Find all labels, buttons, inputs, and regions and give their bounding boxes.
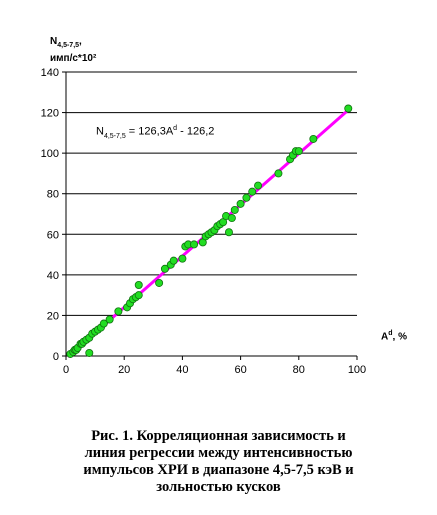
- data-point-54: [344, 104, 353, 113]
- y-tick-labels: 0 20 40 60 80 100 120 140: [41, 67, 59, 363]
- data-point-31: [190, 240, 199, 249]
- y-tick-label-0: 0: [53, 351, 59, 363]
- data-point-47: [254, 181, 263, 190]
- y-axis-label-unit: имп/с*10²: [50, 53, 97, 64]
- caption-line-2: линия регрессии между интенсивностью: [84, 445, 353, 461]
- x-axis-label: Ad, %: [381, 330, 407, 342]
- data-point-23: [134, 280, 143, 289]
- grid-lines: [66, 71, 357, 316]
- caption-line-4: зольностью кусков: [156, 479, 281, 495]
- caption-line-1: Рис. 1. Корреляционная зависимость и: [91, 428, 346, 444]
- y-axis-label-sub: 4,5-7,5: [57, 42, 80, 49]
- y-tick-label-60: 60: [47, 229, 59, 241]
- y-tick-label-100: 100: [41, 148, 59, 160]
- regression-equation: N4,5-7,5 = 126,3Ad - 126,2: [96, 125, 214, 140]
- data-point-43: [230, 205, 239, 214]
- data-points: [66, 104, 353, 358]
- data-point-27: [169, 256, 178, 265]
- data-point-45: [242, 193, 251, 202]
- data-point-22: [134, 291, 143, 300]
- equation-rhs-post: - 126,2: [177, 125, 215, 138]
- data-point-53: [309, 134, 318, 143]
- data-point-46: [248, 187, 257, 196]
- equation-lhs-sub: 4,5-7,5: [103, 132, 126, 140]
- data-point-41: [224, 228, 233, 237]
- equation-rhs-sup: d: [173, 125, 178, 132]
- x-axis-label-main: A: [381, 331, 389, 343]
- data-point-15: [99, 319, 108, 328]
- equation-rhs-pre: = 126,3A: [125, 125, 174, 138]
- y-axis-label-main: N: [50, 36, 58, 47]
- x-tick-label-80: 80: [293, 364, 305, 376]
- data-point-28: [178, 254, 187, 263]
- data-point-10: [85, 348, 94, 357]
- y-tick-label-40: 40: [47, 270, 59, 282]
- data-point-48: [274, 169, 283, 178]
- x-axis-label-suffix: , %: [392, 331, 407, 343]
- y-tick-label-20: 20: [47, 310, 59, 322]
- x-tick-labels: 0 20 40 60 80 100: [63, 364, 366, 376]
- x-tick-label-0: 0: [63, 364, 69, 376]
- data-point-24: [155, 278, 164, 287]
- x-tick-label-20: 20: [118, 364, 130, 376]
- equation-lhs: N: [96, 125, 104, 138]
- y-axis-label: N4,5-7,5, имп/с*10²: [50, 36, 97, 64]
- y-tick-label-140: 140: [41, 67, 59, 79]
- x-tick-label-100: 100: [348, 364, 366, 376]
- x-tick-label-60: 60: [234, 364, 246, 376]
- data-point-52: [294, 147, 303, 156]
- x-tick-label-40: 40: [176, 364, 188, 376]
- data-point-25: [160, 264, 169, 273]
- caption-line-3: импульсов ХРИ в диапазоне 4,5-7,5 кэВ и: [83, 462, 354, 478]
- data-point-42: [227, 214, 236, 223]
- x-axis-label-sup: d: [388, 330, 393, 337]
- data-point-16: [105, 315, 114, 324]
- y-tick-label-120: 120: [41, 108, 59, 120]
- figure-caption: Рис. 1. Корреляционная зависимость и лин…: [40, 428, 397, 496]
- y-tick-label-80: 80: [47, 189, 59, 201]
- data-point-44: [236, 199, 245, 208]
- data-point-17: [114, 307, 123, 316]
- axes: [62, 71, 358, 360]
